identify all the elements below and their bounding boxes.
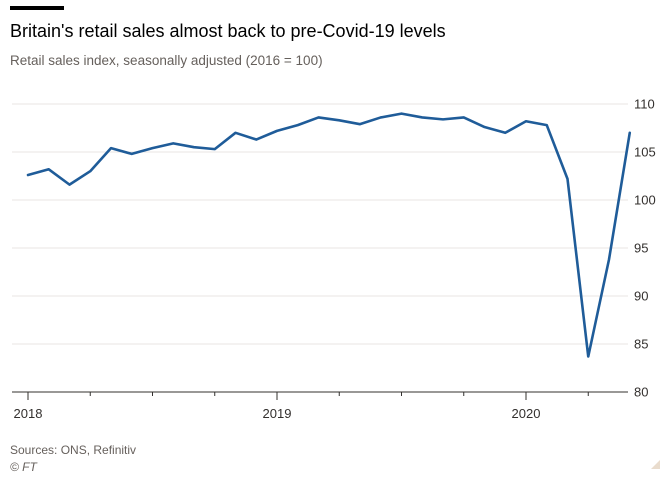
gridlines [12, 104, 628, 344]
y-tick-label: 110 [634, 97, 655, 112]
series-line [28, 114, 630, 357]
x-axis [12, 392, 628, 400]
x-tick-label: 2019 [263, 406, 292, 421]
y-tick-label: 105 [634, 145, 656, 160]
series-layer [28, 114, 630, 357]
x-tick-label: 2020 [512, 406, 541, 421]
source-note: Sources: ONS, Refinitiv [10, 442, 136, 458]
resize-corner-icon [651, 460, 660, 469]
copyright-note: © FT [10, 459, 37, 475]
y-tick-label: 80 [634, 385, 648, 400]
y-tick-label: 90 [634, 289, 648, 304]
line-chart: 80 85 90 95 100 105 110 2018 2019 2020 [0, 80, 672, 430]
chart-subtitle: Retail sales index, seasonally adjusted … [10, 52, 323, 70]
y-tick-label: 85 [634, 337, 648, 352]
title-accent-bar [10, 6, 64, 10]
axis-labels: 80 85 90 95 100 105 110 2018 2019 2020 [14, 97, 656, 422]
chart-title: Britain's retail sales almost back to pr… [10, 19, 446, 43]
x-tick-label: 2018 [14, 406, 43, 421]
y-tick-label: 95 [634, 241, 648, 256]
y-tick-label: 100 [634, 193, 656, 208]
